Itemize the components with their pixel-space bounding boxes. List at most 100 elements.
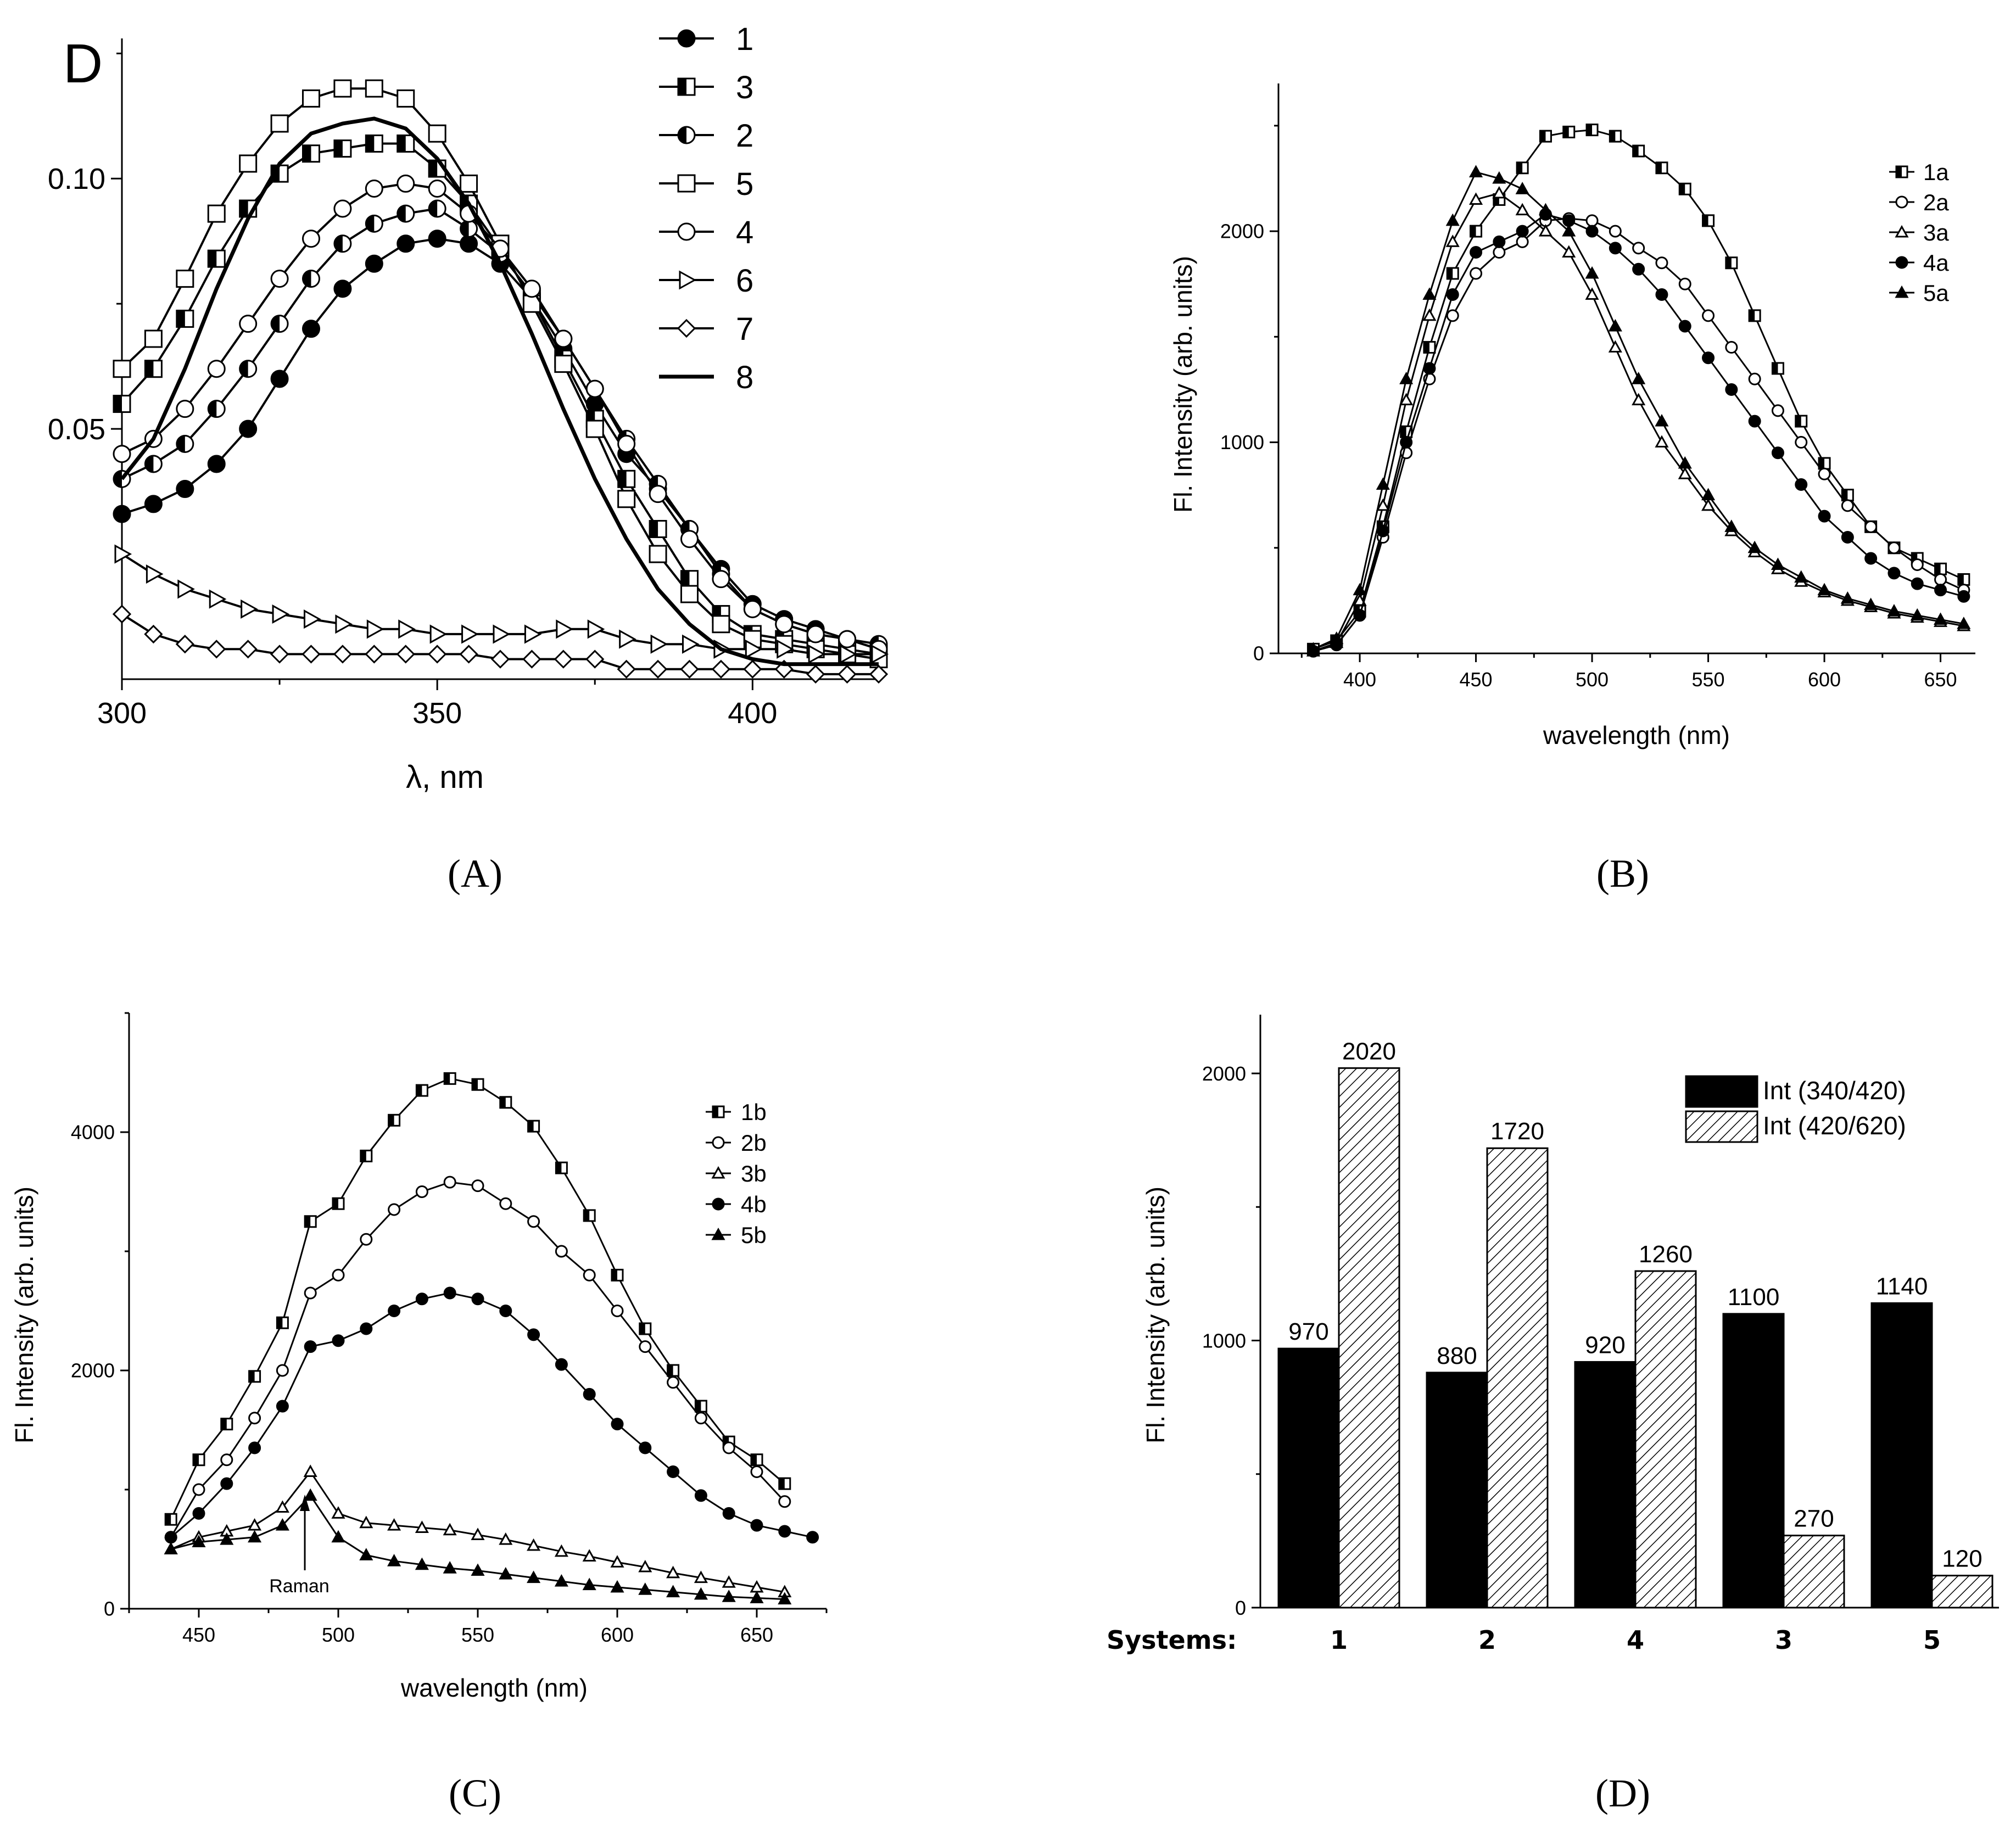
panel-b-series-2a-point bbox=[1655, 256, 1668, 270]
panel-c-legend-1b-label: 1b bbox=[741, 1099, 767, 1125]
panel-c-series-2b-point bbox=[248, 1412, 261, 1425]
panel-d-y-tick-label: 1000 bbox=[1202, 1330, 1246, 1352]
panel-c-x-tick-label: 500 bbox=[322, 1624, 355, 1646]
panel-c-series-4b-point bbox=[555, 1358, 568, 1371]
panel-c-series-2b-point bbox=[415, 1185, 428, 1198]
panel-a-series-5-point bbox=[207, 204, 226, 223]
panel-d-bar-value-label: 920 bbox=[1585, 1331, 1625, 1358]
panel-a-legend-6-swatch-marker bbox=[679, 270, 697, 290]
panel-a-series-6-point bbox=[524, 624, 542, 644]
panel-a-legend-7-label: 7 bbox=[736, 311, 753, 347]
panel-d-bar-value-label: 1140 bbox=[1876, 1273, 1928, 1300]
panel-c-series-5b-point bbox=[638, 1582, 652, 1595]
panel-c-series-2b-point bbox=[583, 1268, 596, 1281]
panel-b-legend-3a-swatch-marker bbox=[1895, 225, 1909, 238]
panel-c-series-1b-point bbox=[694, 1400, 707, 1413]
panel-c-series-4b-point bbox=[471, 1292, 484, 1306]
panel-a-series-3-point bbox=[365, 134, 383, 153]
panel-b-y-tick-label: 1000 bbox=[1220, 431, 1264, 454]
panel-b-series-2a-point bbox=[1609, 225, 1622, 238]
panel-b-x-tick-label: 450 bbox=[1460, 668, 1493, 691]
panel-c-ylabel: Fl. Intensity (arb. units) bbox=[10, 1187, 38, 1443]
panel-c-series-1b-point-fill bbox=[360, 1150, 366, 1162]
panel-c-series-1b-point-fill bbox=[667, 1365, 673, 1376]
panel-a-x-tick-label: 400 bbox=[728, 697, 777, 730]
panel-c-series-4b-point bbox=[192, 1507, 205, 1520]
panel-a-series-5-point bbox=[113, 360, 131, 378]
panel-a-series-5-point bbox=[302, 89, 320, 108]
panel-a-series-7-point bbox=[301, 645, 321, 664]
panel-c-series-4b bbox=[164, 1286, 819, 1544]
panel-a-series-3-point-fill bbox=[429, 160, 438, 177]
panel-a-series-4-point bbox=[270, 270, 289, 288]
caption-c: (C) bbox=[449, 1771, 501, 1815]
panel-a-legend-3-label: 3 bbox=[736, 70, 753, 105]
panel-b-series-4a-point bbox=[1376, 524, 1389, 538]
panel-c-series-1b-point bbox=[415, 1084, 428, 1097]
panel-a-series-2-point-fill bbox=[429, 200, 438, 217]
panel-d-bar-int-340-420 bbox=[1870, 1302, 1933, 1609]
panel-b-ylabel: Fl. Intensity (arb. units) bbox=[1169, 256, 1197, 513]
panel-b-x-tick-label: 400 bbox=[1343, 668, 1376, 691]
panel-a-xlabel: λ, nm bbox=[406, 759, 484, 795]
panel-a-series-3-point bbox=[176, 310, 194, 328]
panel-c-series-1b-point-fill bbox=[277, 1317, 283, 1329]
panel-a-legend-6: 6 bbox=[659, 263, 753, 299]
panel-c-series-1b-point-fill bbox=[639, 1323, 645, 1335]
panel-a-series-2-point-fill bbox=[145, 455, 154, 472]
panel-a-series-7-point bbox=[396, 645, 415, 664]
panel-b-series-5a-point bbox=[1747, 540, 1762, 553]
panel-a-series-3 bbox=[113, 134, 888, 663]
panel-a-series-2-point bbox=[460, 219, 478, 238]
panel-b-series-2a-point bbox=[1771, 404, 1784, 417]
panel-b-series-1a-point-fill bbox=[1935, 563, 1941, 575]
panel-c-series-4b-point bbox=[667, 1465, 680, 1478]
panel-c-series-3b-point bbox=[694, 1570, 708, 1583]
panel-d-category-label: 5 bbox=[1923, 1625, 1941, 1655]
panel-b-series-1a-point bbox=[1423, 341, 1436, 354]
panel-a-series-5-line bbox=[121, 87, 879, 661]
panel-b-series-1a-point-fill bbox=[1587, 124, 1593, 136]
panel-b-x-tick-label: 600 bbox=[1808, 668, 1841, 691]
panel-b-series-1a-point-fill bbox=[1423, 342, 1429, 353]
panel-b-series-2a-point bbox=[1585, 214, 1599, 227]
panel-b-series-5a-point bbox=[1515, 182, 1529, 194]
panel-b-series-1a-point bbox=[1748, 309, 1761, 322]
panel-a-letter: D bbox=[63, 33, 103, 94]
panel-c-legend-5b-swatch-marker bbox=[711, 1227, 725, 1240]
panel-a-series-5-point bbox=[617, 490, 636, 508]
panel-a-legend-2-swatch-marker bbox=[677, 126, 696, 144]
panel-b-series-1a-point-fill bbox=[1795, 416, 1801, 427]
panel-b-series-1a-point-fill bbox=[1702, 215, 1708, 226]
panel-a-series-1-point bbox=[270, 370, 289, 388]
panel-c-series-4b-point bbox=[220, 1477, 233, 1490]
panel-b-series-1a-point-fill bbox=[1679, 183, 1685, 195]
panel-a-series-4-point bbox=[838, 630, 857, 648]
panel-b-legend-1a-swatch-marker bbox=[1895, 165, 1908, 178]
panel-b-series-5a-point bbox=[1585, 266, 1599, 279]
panel-c-series-1b-point-fill bbox=[779, 1478, 785, 1490]
panel-b-series-1a-point bbox=[1725, 256, 1738, 270]
panel-d-bar-value-label: 270 bbox=[1794, 1506, 1834, 1532]
panel-a-series-6-point bbox=[209, 589, 227, 609]
panel-a-series-1-point bbox=[176, 480, 194, 499]
panel-b-series-5a-point bbox=[1701, 488, 1716, 501]
panel-a-series-2-point-fill bbox=[271, 315, 280, 332]
panel-b-y-tick-label: 0 bbox=[1253, 642, 1264, 665]
panel-b-series-4a-point bbox=[1632, 262, 1645, 276]
panel-c-series-1b-point bbox=[583, 1209, 596, 1222]
panel-a-series-3-point-fill bbox=[176, 310, 185, 327]
panel-d-legend-label: Int (340/420) bbox=[1763, 1076, 1906, 1105]
panel-a-legend-1: 1 bbox=[659, 21, 753, 57]
panel-b-series-2a-point bbox=[1493, 246, 1506, 259]
panel-c-series-2b-point bbox=[722, 1441, 735, 1454]
panel-c-series-2b-point bbox=[499, 1197, 512, 1210]
panel-a-series-8 bbox=[120, 116, 879, 667]
panel-a-series-1-point bbox=[397, 234, 415, 253]
panel-d-bar-int-420-620 bbox=[1338, 1067, 1400, 1609]
panel-a-series-2-point-fill bbox=[176, 435, 185, 452]
panel-a-series-7-point bbox=[175, 635, 194, 654]
panel-c-series-1b-point bbox=[276, 1316, 289, 1329]
panel-b-series-4a-point bbox=[1957, 590, 1970, 603]
panel-a-series-6-point bbox=[461, 624, 479, 644]
